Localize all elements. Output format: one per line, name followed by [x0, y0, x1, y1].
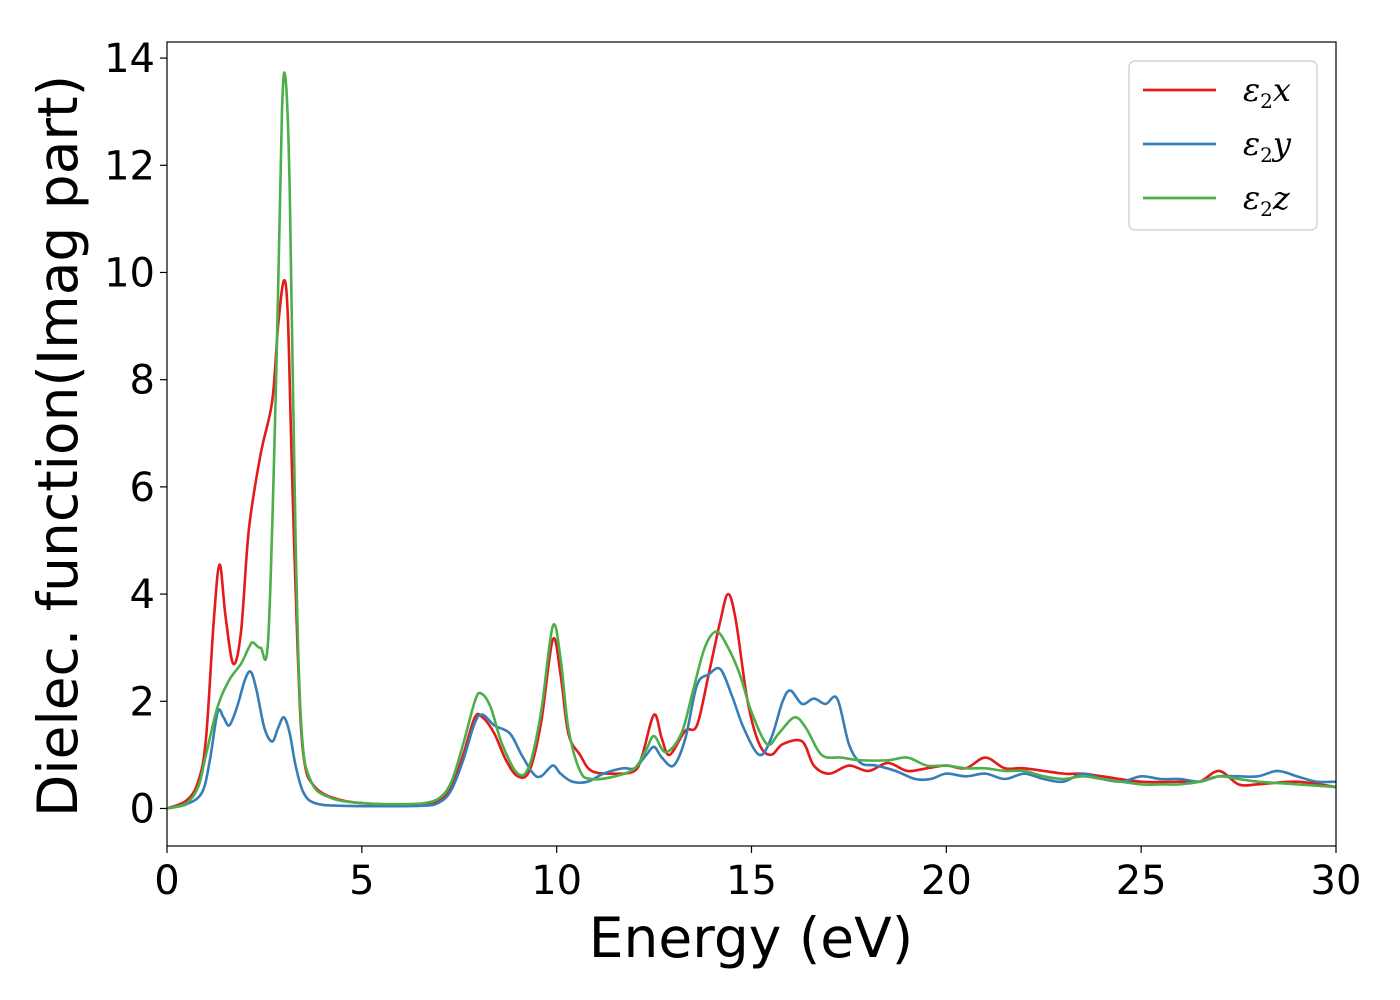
x-tick-label: 20 [921, 858, 972, 904]
y-axis: 0 2 4 6 8 10 12 14 [104, 36, 167, 832]
legend-entry: ε2x [1243, 71, 1291, 113]
series-line-3 [167, 71, 1336, 810]
y-tick-label: 4 [130, 572, 155, 618]
y-tick-label: 2 [130, 679, 155, 725]
legend-box [1128, 60, 1318, 231]
y-tick-label: 6 [130, 465, 155, 511]
y-tick-label: 14 [104, 36, 155, 82]
y-tick-label: 10 [104, 250, 155, 296]
x-tick-label: 10 [531, 858, 582, 904]
legend-entry: ε2y [1243, 125, 1292, 167]
x-tick-label: 25 [1116, 858, 1167, 904]
x-tick-label: 15 [726, 858, 777, 904]
x-axis: 0 5 10 15 20 25 30 [154, 846, 1361, 904]
y-tick-label: 8 [130, 358, 155, 404]
y-axis-label: Dielec. function(Imag part) [26, 75, 90, 817]
series-layer [167, 71, 1336, 810]
y-tick-label: 0 [130, 786, 155, 832]
x-tick-label: 5 [349, 858, 374, 904]
series-line-1 [167, 278, 1336, 810]
legend: ε2x ε2y ε2z [1128, 60, 1318, 231]
x-tick-label: 30 [1311, 858, 1362, 904]
series-line-2 [167, 666, 1336, 810]
legend-entry: ε2z [1243, 179, 1291, 221]
x-axis-label: Energy (eV) [589, 906, 913, 970]
x-tick-label: 0 [154, 858, 179, 904]
y-tick-label: 12 [104, 143, 155, 189]
